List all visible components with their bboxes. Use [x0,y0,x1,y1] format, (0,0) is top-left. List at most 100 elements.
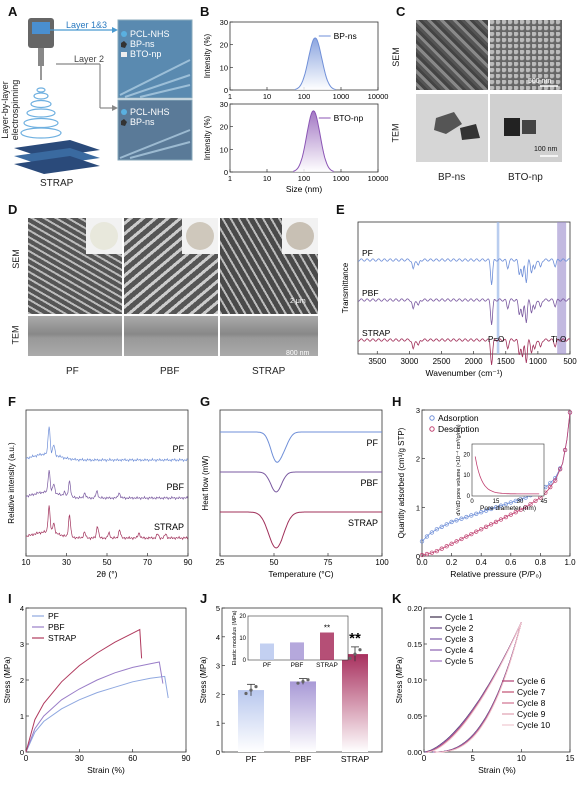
pcl-nhs-icon [121,109,127,115]
y-tick-label: 3 [416,406,420,415]
y-tick-label: 0 [216,748,220,757]
y-tick-label: 5 [216,604,220,613]
y-tick-label: 0 [224,86,228,95]
legend-label: Adsorption [438,413,479,423]
panel-j: 0 1 2 3 4 5 PF PBF STRAP ** PF PBF STRAP 0 10 20 ** Elast… [196,590,392,783]
x-tick-label: 0 [24,754,29,763]
panel-label-g: G [200,394,211,409]
legend-bto-np: BTO-np [130,49,162,59]
x-tick-label: 0 [422,754,427,763]
isotherm-marker [498,503,504,508]
legend-label: Cycle 10 [517,720,550,730]
legend-pcl-nhs: PCL-NHS [130,29,170,39]
c-col-bp-ns: BP-ns [438,172,466,183]
isotherm-marker [474,529,479,534]
x-tick-label: 90 [182,754,191,763]
panel-label-i: I [8,591,12,606]
y-tick-label: 20 [220,41,228,50]
dsc-chart: 25 50 75 100 PF PBF STRAP Heat flow (mW) Tempera… [201,409,389,579]
inset-y-tick-label: 20 [463,452,470,458]
dsc-strap [220,511,382,549]
x-tick-label: 15 [566,754,575,763]
panel-label-c: C [396,4,406,19]
tem-image-pf [28,316,122,356]
y-tick-label: 0.00 [407,748,422,757]
legend-label: Desorption [438,424,479,434]
x-axis-label: 2θ (°) [97,569,118,579]
d-scale-tem: 800 nm [286,350,310,357]
isotherm-marker [429,530,435,535]
d-col-strap: STRAP [252,366,286,377]
panel-label-j: J [200,591,208,606]
isotherm-marker [503,501,509,507]
y-axis-label: Stress (MPa) [395,656,404,703]
p-o-band [496,222,500,354]
annotation-ti-o: Ti-O [551,335,566,344]
isotherm-marker [528,501,533,507]
series-label: PBF [166,482,184,492]
axes-frame [357,221,571,355]
inset-y-tick-label: 0 [467,494,471,500]
panel-a-schematic: Layer 1&3 Layer 2 PCL-NHS BP-ns BTO-np P… [0,0,195,200]
panel-g: 25 50 75 100 PF PBF STRAP Heat flow (mW) Tempera… [196,392,392,588]
xrd-strap [25,505,188,541]
inset-bar-strap [320,632,334,660]
tem-image-pbf [124,316,218,356]
c-scale-tem: 100 nm [534,146,558,153]
inset-x-tick-label: 30 [517,499,524,505]
legend-marker [429,415,435,421]
series-label: PF [362,248,373,258]
y-tick-label: 4 [20,604,24,613]
inset-y-label: Elastic modulus (MPa) [232,610,238,665]
legend-label: Cycle 9 [517,709,546,719]
legend-label: Cycle 5 [445,656,474,666]
isotherm-marker [469,513,474,518]
bto-np-icon [121,52,127,57]
d-scale-sem: 2 μm [290,298,306,305]
isotherm-marker [483,524,489,529]
legend-label: BP-ns [334,31,357,41]
series-label: STRAP [362,328,391,338]
side-label: Layer-by-layer electrospinning [0,79,20,141]
isotherm-marker [557,467,563,472]
y-tick-label: 0.10 [407,676,422,685]
xrd-pbf [25,469,188,501]
inset-x-tick-label: 0 [470,499,474,505]
y-axis-label: Heat flow (mW) [201,455,210,510]
panel-label-a: A [8,4,18,19]
x-tick-label: 1000 [333,92,350,101]
d-row-sem: SEM [10,249,21,269]
isotherm-marker [454,518,459,523]
sem-image-bto-np [490,20,562,90]
isotherm-marker [503,514,509,520]
panel-a-caption: STRAP [40,178,74,189]
x-tick-label: 1 [228,174,232,183]
inset-bar-pbf [290,642,304,660]
legend2-pcl-nhs: PCL-NHS [130,107,170,117]
inset-x-tick-label: PBF [291,662,304,669]
bp-ns-icon [121,41,127,48]
x-tick-label: 1000 [529,357,547,366]
fiber-mat [14,140,100,174]
y-axis-label: Stress (MPa) [199,656,208,703]
x-tick-label: 10 [263,92,271,101]
cycle-curve-5 [425,622,522,753]
isotherm-marker [464,514,469,520]
isotherm-marker [419,552,425,558]
spectrum-strap [357,338,571,366]
ftir-chart: 3500 3000 2500 2000 1500 1000 500 PF PBF STRAP P=O… [341,221,577,378]
data-point [353,652,357,656]
x-axis-label: Strain (%) [478,765,516,775]
legend-marker [429,426,435,432]
y-axis-label: Intensity (%) [203,33,212,78]
isotherm-marker [498,517,504,522]
cycle-curve-6 [426,622,522,753]
isotherm-marker [508,512,513,517]
inset-x-tick-label: 45 [541,499,548,505]
tem-image-strap [220,316,318,356]
data-point [296,681,300,685]
y-axis-label: Quantity adsorbed (cm³/g STP) [397,427,406,538]
inset-significance: ** [324,624,330,633]
axes-frame [219,409,383,557]
